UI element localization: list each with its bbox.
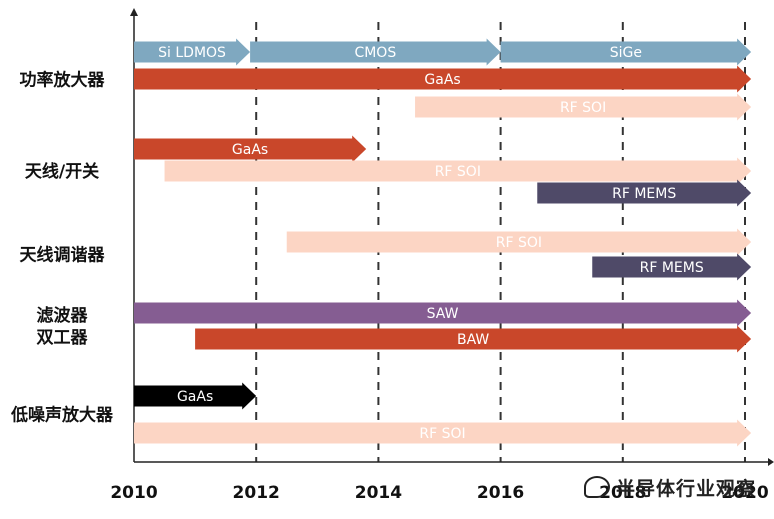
timeline-bar bbox=[195, 325, 752, 353]
bar-label: RF MEMS bbox=[640, 260, 704, 276]
x-tick-label: 2018 bbox=[599, 483, 646, 503]
x-tick-label: 2014 bbox=[355, 483, 402, 503]
bar-label: RF SOI bbox=[419, 426, 465, 442]
y-axis-arrow bbox=[130, 8, 138, 16]
timeline-bar bbox=[164, 157, 752, 185]
timeline-bar bbox=[134, 299, 752, 327]
timeline-bar bbox=[500, 38, 752, 66]
bar-label: GaAs bbox=[232, 142, 268, 158]
x-tick-label: 2012 bbox=[233, 483, 280, 503]
category-label: 功率放大器 bbox=[20, 70, 106, 91]
bar-label: GaAs bbox=[424, 72, 460, 88]
bar-label: SAW bbox=[427, 306, 459, 322]
bars: Si LDMOS CMOS SiGe GaAs RF SOI GaAs RF SOI RF M… bbox=[134, 38, 752, 447]
grid-lines bbox=[255, 22, 746, 462]
category-label: 天线调谐器 bbox=[20, 245, 106, 266]
timeline-bar bbox=[134, 65, 752, 93]
timeline-bar bbox=[250, 38, 501, 66]
category-label: 低噪声放大器 bbox=[10, 405, 114, 426]
bar-label: RF SOI bbox=[496, 235, 542, 251]
watermark: 半导体行业观察 bbox=[583, 474, 756, 501]
category-label: 天线/开关 bbox=[25, 161, 99, 182]
bar-label: GaAs bbox=[177, 389, 213, 405]
bar-label: RF SOI bbox=[560, 100, 606, 116]
bar-label: RF MEMS bbox=[612, 186, 676, 202]
x-tick-label: 2016 bbox=[477, 483, 524, 503]
timeline-bar bbox=[134, 419, 752, 447]
timeline-bar bbox=[592, 253, 752, 281]
bar-label: SiGe bbox=[610, 45, 642, 61]
timeline-bar bbox=[134, 135, 367, 163]
timeline-bar bbox=[415, 93, 752, 121]
bar-label: RF SOI bbox=[435, 164, 481, 180]
timeline-bar bbox=[286, 228, 752, 256]
category-label: 滤波器双工器 bbox=[37, 305, 89, 348]
bar-label: Si LDMOS bbox=[158, 45, 226, 61]
x-axis-arrow bbox=[768, 458, 774, 466]
x-tick-label: 2020 bbox=[721, 483, 768, 503]
watermark-text: 半导体行业观察 bbox=[615, 478, 756, 500]
bar-label: BAW bbox=[457, 332, 489, 348]
timeline-bar bbox=[134, 382, 257, 410]
x-tick-label: 2010 bbox=[110, 483, 157, 503]
timeline-bar bbox=[537, 179, 752, 207]
bar-label: CMOS bbox=[354, 45, 396, 61]
timeline-bar bbox=[134, 38, 251, 66]
wechat-icon bbox=[583, 476, 610, 498]
